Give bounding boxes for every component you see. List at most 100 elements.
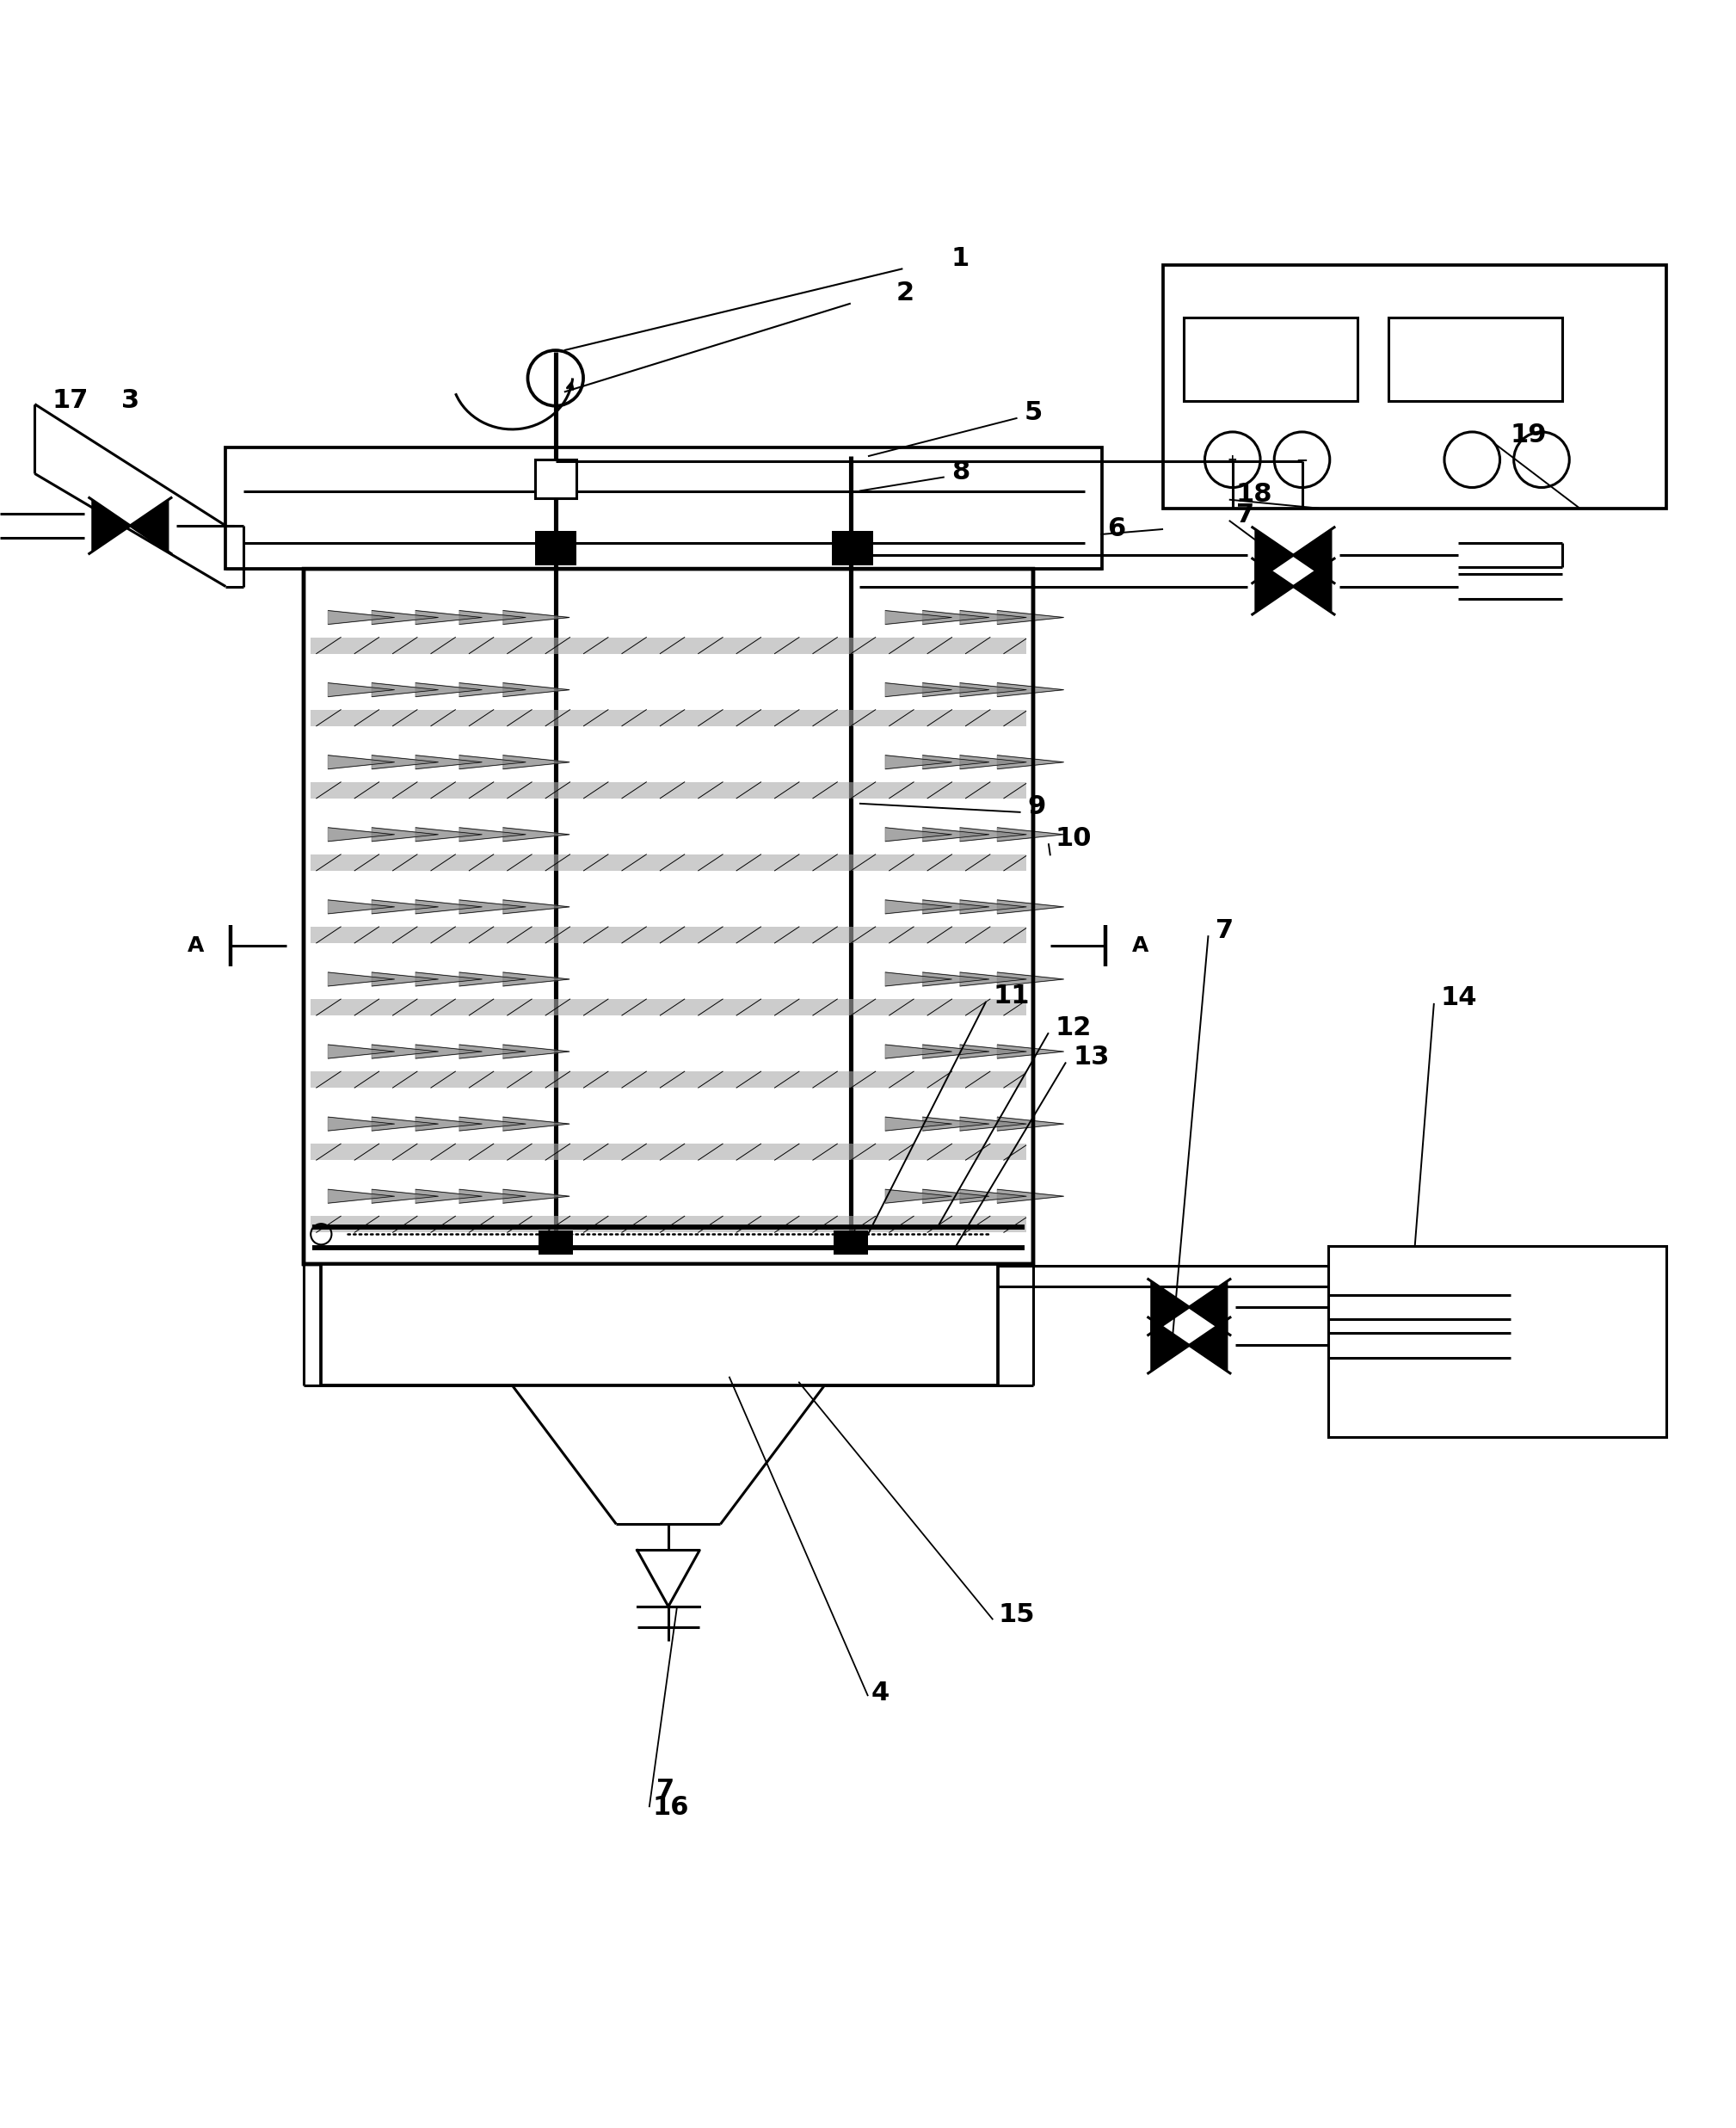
Text: 5: 5 [1024, 400, 1043, 426]
Polygon shape [460, 972, 526, 985]
Bar [1328, 1247, 1667, 1436]
Polygon shape [960, 1190, 1026, 1202]
Text: 6: 6 [1108, 517, 1127, 543]
Polygon shape [924, 900, 990, 913]
Polygon shape [996, 1190, 1064, 1202]
Text: 2: 2 [896, 281, 913, 306]
Polygon shape [372, 972, 437, 985]
Polygon shape [637, 1549, 700, 1607]
Polygon shape [996, 828, 1064, 841]
Polygon shape [415, 1190, 483, 1202]
Text: 7: 7 [1236, 502, 1253, 528]
Text: 14: 14 [1441, 985, 1477, 1011]
Polygon shape [311, 1145, 1026, 1160]
Polygon shape [311, 928, 1026, 943]
Polygon shape [924, 611, 990, 624]
Polygon shape [415, 1045, 483, 1058]
Text: 9: 9 [1028, 794, 1047, 819]
Polygon shape [996, 972, 1064, 985]
Polygon shape [328, 755, 394, 768]
Bar [833, 1230, 868, 1256]
Polygon shape [415, 972, 483, 985]
Bar [321, 1264, 998, 1385]
Polygon shape [372, 755, 437, 768]
Polygon shape [960, 1117, 1026, 1130]
Bar [304, 568, 1033, 1264]
Polygon shape [372, 611, 437, 624]
Polygon shape [503, 828, 569, 841]
Polygon shape [885, 611, 951, 624]
Bar [535, 460, 576, 498]
Polygon shape [1151, 1321, 1189, 1370]
Bar [1184, 317, 1358, 400]
Polygon shape [460, 611, 526, 624]
Polygon shape [885, 755, 951, 768]
Polygon shape [885, 1045, 951, 1058]
Polygon shape [328, 972, 394, 985]
Polygon shape [996, 1117, 1064, 1130]
Polygon shape [311, 1073, 1026, 1087]
Text: 11: 11 [993, 983, 1029, 1009]
Polygon shape [960, 1045, 1026, 1058]
Bar [304, 568, 1033, 1264]
Polygon shape [1255, 562, 1293, 611]
Polygon shape [415, 900, 483, 913]
Polygon shape [328, 1045, 394, 1058]
Text: A: A [187, 936, 205, 955]
Polygon shape [460, 1190, 526, 1202]
Text: 1: 1 [951, 247, 970, 270]
Text: 16: 16 [653, 1794, 689, 1819]
Polygon shape [996, 900, 1064, 913]
Polygon shape [328, 683, 394, 696]
Polygon shape [311, 709, 1026, 726]
Polygon shape [924, 1117, 990, 1130]
Polygon shape [460, 1117, 526, 1130]
Polygon shape [924, 1190, 990, 1202]
Polygon shape [637, 1549, 700, 1607]
Text: 10: 10 [1055, 826, 1092, 851]
Polygon shape [372, 683, 437, 696]
Text: 4: 4 [871, 1681, 891, 1705]
Polygon shape [130, 500, 168, 551]
Polygon shape [885, 1190, 951, 1202]
Polygon shape [960, 683, 1026, 696]
Text: 18: 18 [1236, 481, 1272, 506]
Polygon shape [415, 1117, 483, 1130]
Polygon shape [885, 972, 951, 985]
Polygon shape [372, 828, 437, 841]
Polygon shape [960, 755, 1026, 768]
Polygon shape [885, 1117, 951, 1130]
Text: 7: 7 [1215, 917, 1233, 943]
Polygon shape [960, 828, 1026, 841]
Text: 17: 17 [52, 387, 89, 413]
Polygon shape [503, 683, 569, 696]
Polygon shape [372, 1117, 437, 1130]
Bar [538, 1230, 573, 1256]
Polygon shape [460, 900, 526, 913]
Polygon shape [503, 900, 569, 913]
Polygon shape [1189, 1321, 1227, 1370]
Polygon shape [503, 611, 569, 624]
Bar [832, 530, 873, 566]
Polygon shape [415, 611, 483, 624]
Polygon shape [372, 900, 437, 913]
Text: −: − [1297, 451, 1307, 468]
Polygon shape [996, 755, 1064, 768]
Polygon shape [996, 1045, 1064, 1058]
Polygon shape [924, 972, 990, 985]
Bar [226, 447, 1102, 568]
Polygon shape [960, 611, 1026, 624]
Polygon shape [328, 828, 394, 841]
Polygon shape [415, 683, 483, 696]
Polygon shape [503, 755, 569, 768]
Text: 12: 12 [1055, 1015, 1092, 1041]
Polygon shape [328, 1190, 394, 1202]
Polygon shape [311, 1000, 1026, 1015]
Polygon shape [328, 611, 394, 624]
Polygon shape [1151, 1283, 1189, 1332]
Polygon shape [503, 972, 569, 985]
Polygon shape [311, 855, 1026, 870]
Polygon shape [460, 828, 526, 841]
Polygon shape [503, 1045, 569, 1058]
Polygon shape [328, 900, 394, 913]
